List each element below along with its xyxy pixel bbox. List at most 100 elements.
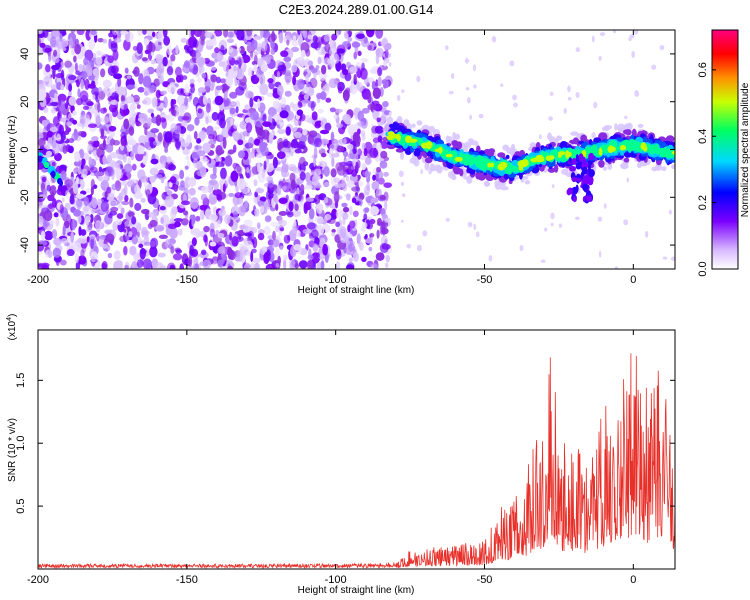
heatmap-noise-cell [76, 121, 86, 128]
heatmap-noise-cell [53, 237, 62, 246]
heatmap-noise-cell [55, 217, 60, 227]
heatmap-noise-cell [161, 214, 170, 227]
heatmap-noise-cell [254, 262, 260, 269]
heatmap-noise-cell [204, 57, 211, 65]
heatmap-faint-cell [567, 96, 572, 101]
heatmap-noise-cell [247, 67, 253, 77]
heatmap-noise-cell [156, 174, 163, 179]
heatmap-noise-cell [115, 218, 122, 226]
snr-y-tick-label: 1.0 [15, 436, 27, 451]
heatmap-noise-cell [137, 86, 145, 93]
heatmap-noise-cell [349, 205, 353, 216]
heatmap-noise-cell [142, 75, 152, 88]
heatmap-noise-cell [47, 203, 54, 209]
heatmap-noise-cell [66, 248, 75, 257]
heatmap-noise-cell [150, 237, 159, 248]
heatmap-noise-cell [257, 162, 261, 173]
heatmap-noise-cell [126, 84, 136, 90]
heatmap-signal-cell [426, 151, 432, 157]
heatmap-noise-cell [332, 53, 340, 64]
heatmap-noise-cell [55, 38, 65, 50]
heatmap-noise-cell [208, 213, 218, 221]
heatmap-signal-cell [405, 131, 413, 136]
heatmap-noise-cell [191, 149, 201, 161]
heatmap-noise-cell [361, 256, 367, 262]
heatmap-noise-cell [85, 188, 91, 194]
heatmap-noise-cell [169, 264, 176, 269]
heatmap-signal-cell [620, 164, 629, 170]
heatmap-noise-cell [52, 247, 61, 258]
heatmap-signal-cell [567, 144, 572, 149]
heatmap-noise-cell [198, 65, 205, 73]
heatmap-noise-cell [313, 72, 317, 79]
heatmap-signal-cell [490, 162, 495, 168]
heatmap-noise-cell [83, 196, 89, 207]
heatmap-faint-cell [593, 101, 598, 109]
heatmap-noise-cell [300, 99, 310, 104]
heatmap-noise-cell [263, 252, 270, 265]
heatmap-noise-cell [259, 205, 265, 214]
heatmap-noise-cell [237, 150, 246, 159]
heatmap-noise-cell [140, 197, 146, 203]
heatmap-noise-cell [100, 68, 106, 78]
heatmap-noise-cell [213, 30, 223, 37]
heatmap-faint-cell [544, 227, 548, 232]
heatmap-signal-cell [588, 152, 595, 161]
heatmap-noise-cell [49, 101, 59, 107]
heatmap-noise-cell [282, 178, 286, 188]
heatmap-noise-cell [383, 182, 393, 189]
heatmap-noise-cell [60, 131, 66, 141]
spectrogram-y-ticks: -40 -20 0 20 40 [19, 48, 675, 253]
heatmap-noise-cell [179, 263, 185, 269]
heatmap-noise-cell [342, 114, 351, 123]
heatmap-noise-cell [190, 227, 199, 236]
heatmap-noise-cell [364, 169, 369, 179]
heatmap-signal-cell [456, 141, 463, 150]
heatmap-noise-cell [229, 107, 236, 115]
heatmap-signal-cell [558, 151, 566, 156]
heatmap-signal-cell [494, 182, 502, 190]
heatmap-noise-cell [80, 168, 88, 177]
heatmap-noise-cell [382, 100, 389, 108]
heatmap-noise-cell [263, 225, 271, 236]
heatmap-noise-cell [369, 263, 379, 269]
heatmap-signal-cell [598, 159, 605, 168]
heatmap-noise-cell [97, 37, 104, 43]
heatmap-signal-cell [561, 162, 566, 168]
heatmap-noise-cell [88, 75, 95, 81]
heatmap-noise-cell [101, 243, 108, 249]
heatmap-noise-cell [232, 210, 239, 219]
heatmap-noise-cell [236, 47, 242, 52]
heatmap-noise-cell [260, 145, 269, 157]
heatmap-noise-cell [305, 73, 309, 85]
heatmap-noise-cell [235, 100, 241, 108]
heatmap-noise-cell [344, 72, 352, 82]
heatmap-noise-cell [375, 30, 384, 39]
heatmap-noise-cell [234, 60, 239, 65]
heatmap-noise-cell [108, 104, 118, 113]
heatmap-noise-cell [330, 131, 335, 142]
heatmap-noise-cell [346, 180, 355, 188]
heatmap-noise-cell [201, 186, 210, 194]
heatmap-noise-cell [367, 44, 372, 51]
heatmap-noise-cell [47, 249, 53, 259]
heatmap-noise-cell [94, 220, 102, 230]
heatmap-noise-cell [248, 136, 255, 148]
heatmap-noise-cell [351, 197, 357, 204]
heatmap-signal-cell [38, 152, 43, 157]
heatmap-noise-cell [356, 33, 365, 39]
heatmap-signal-cell [499, 161, 508, 169]
heatmap-noise-cell [265, 263, 276, 269]
heatmap-faint-cell [567, 85, 571, 93]
heatmap-noise-cell [60, 259, 67, 266]
heatmap-noise-cell [320, 260, 325, 269]
heatmap-noise-cell [151, 31, 156, 38]
heatmap-noise-cell [284, 90, 292, 97]
heatmap-noise-cell [52, 56, 60, 64]
heatmap-noise-cell [142, 258, 152, 269]
heatmap-faint-cell [445, 217, 450, 222]
heatmap-noise-cell [135, 193, 143, 199]
heatmap-noise-cell [102, 155, 107, 166]
